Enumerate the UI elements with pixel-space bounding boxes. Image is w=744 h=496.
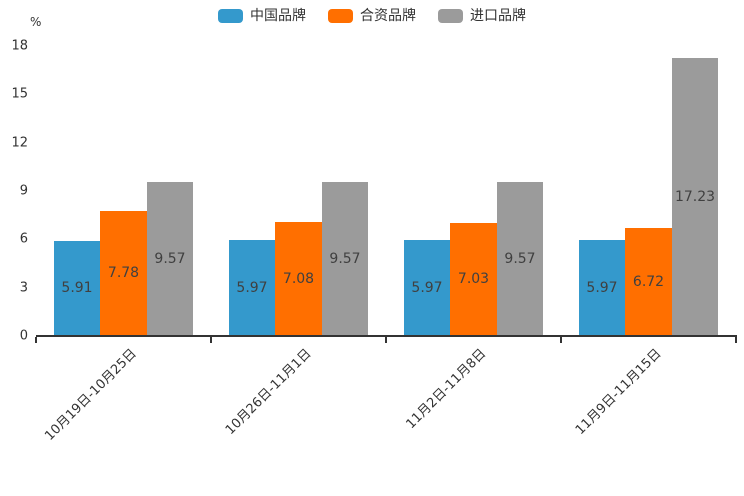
bar-value-label: 7.08 — [282, 270, 315, 287]
x-axis-tick — [560, 337, 562, 343]
bar — [403, 239, 451, 336]
x-axis-line — [36, 335, 737, 337]
bar-value-label: 7.78 — [107, 265, 140, 282]
x-axis-category-label: 11月2日-11月8日 — [403, 346, 490, 433]
bar — [275, 221, 322, 336]
bar — [450, 222, 497, 336]
bar-value-label: 9.57 — [329, 250, 361, 267]
bar — [321, 181, 369, 336]
bar-value-label: 6.72 — [632, 273, 665, 290]
legend-color-swatch — [438, 9, 463, 23]
y-axis-tick-label: 0 — [19, 328, 28, 344]
legend-label: 中国品牌 — [250, 8, 306, 24]
bar-value-label: 17.23 — [674, 189, 716, 206]
legend-label: 合资品牌 — [360, 8, 416, 24]
bar — [53, 240, 101, 336]
bar — [100, 210, 147, 336]
y-axis-unit-label: % — [30, 15, 42, 29]
legend-color-swatch — [218, 9, 243, 23]
y-axis-tick-label: 9 — [19, 183, 28, 199]
x-axis-tick — [210, 337, 212, 343]
bar-value-label: 5.97 — [586, 279, 618, 296]
y-axis-tick-label: 18 — [11, 38, 28, 54]
legend-item-0[interactable]: 中国品牌 — [218, 9, 306, 23]
x-axis-category-label: 10月19日-10月25日 — [41, 346, 140, 444]
y-axis-tick-label: 6 — [19, 231, 28, 247]
legend-item-1[interactable]: 合资品牌 — [328, 9, 416, 23]
y-axis-tick-label: 15 — [11, 86, 28, 102]
x-axis-category-label: 10月26日-11月1日 — [222, 346, 315, 438]
bar — [578, 239, 626, 336]
legend-item-2[interactable]: 进口品牌 — [438, 9, 526, 23]
bar — [671, 58, 719, 336]
bar — [625, 227, 672, 336]
bar-value-label: 7.03 — [457, 271, 490, 288]
x-axis-category-label: 11月9日-11月15日 — [572, 346, 665, 438]
y-axis-tick-label: 3 — [19, 280, 28, 296]
bar-value-label: 9.57 — [504, 250, 536, 267]
y-axis-tick-label: 12 — [11, 135, 28, 151]
bar-value-label: 5.91 — [61, 280, 93, 297]
bar — [228, 239, 276, 336]
x-axis-tick — [35, 337, 37, 343]
legend-label: 进口品牌 — [470, 8, 526, 24]
chart-legend: 中国品牌 合资品牌 进口品牌 — [0, 9, 744, 23]
x-axis-tick — [385, 337, 387, 343]
bar — [496, 181, 544, 336]
bar — [146, 181, 194, 336]
bar-value-label: 5.97 — [411, 279, 443, 296]
x-axis-tick — [735, 337, 737, 343]
bar-value-label: 5.97 — [236, 279, 268, 296]
bar-value-label: 9.57 — [154, 250, 186, 267]
legend-color-swatch — [328, 9, 353, 23]
